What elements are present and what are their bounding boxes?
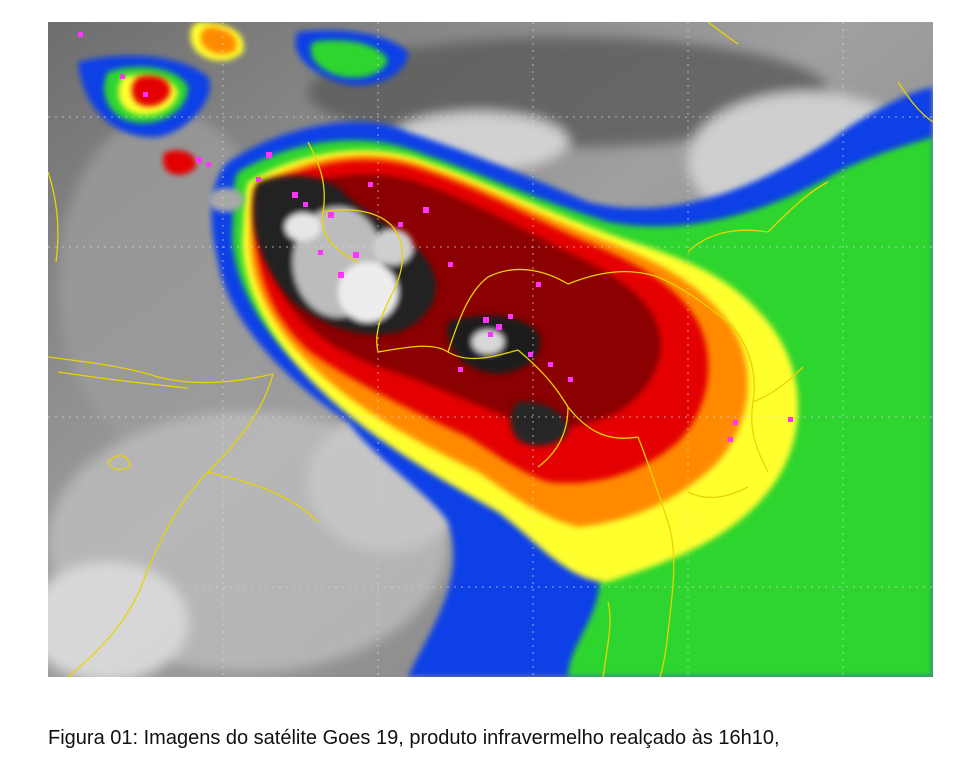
satellite-image-svg xyxy=(48,22,933,677)
coldest-cloud-tops xyxy=(208,175,568,446)
political-borders xyxy=(48,22,933,677)
lat-lon-grid xyxy=(48,22,933,677)
lightning-markers xyxy=(78,32,793,442)
satellite-image xyxy=(48,22,933,677)
figure-caption: Figura 01: Imagens do satélite Goes 19, … xyxy=(48,727,780,749)
